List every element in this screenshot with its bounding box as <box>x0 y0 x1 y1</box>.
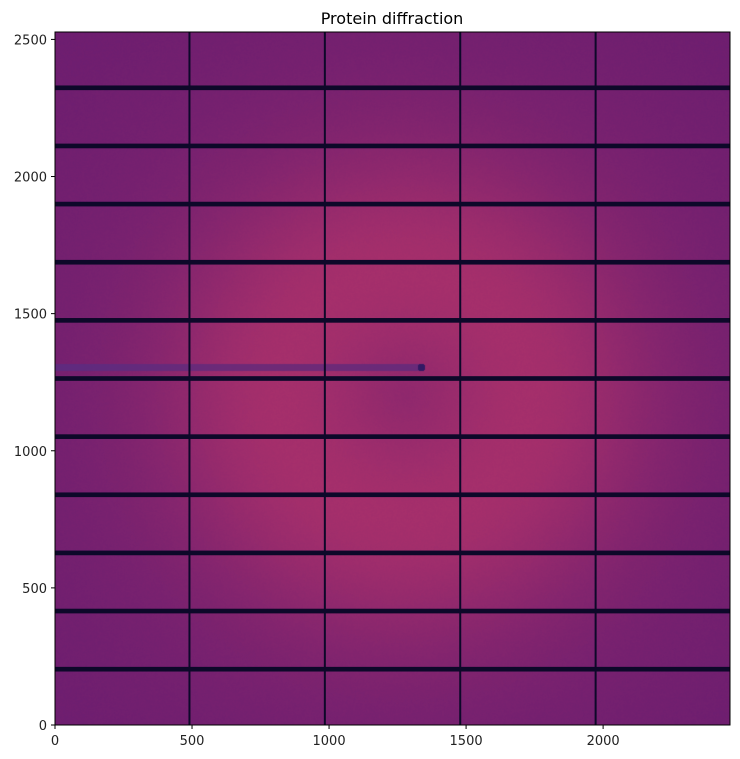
y-tick-label: 2500 <box>14 33 47 48</box>
x-tick-label: 1500 <box>450 734 483 749</box>
horizontal-module-gap <box>55 376 730 381</box>
x-tick-label: 500 <box>180 734 205 749</box>
y-tick-label: 500 <box>22 582 47 597</box>
horizontal-module-gap <box>55 492 730 497</box>
horizontal-module-gap <box>55 202 730 207</box>
x-tick-label: 1000 <box>313 734 346 749</box>
y-tick-label: 2000 <box>14 171 47 186</box>
y-tick-label: 0 <box>39 719 47 734</box>
horizontal-module-gap <box>55 318 730 323</box>
horizontal-module-gap <box>55 667 730 672</box>
detector-gaps <box>55 32 730 725</box>
y-axis: 0 500 1000 1500 2000 2500 <box>14 33 55 734</box>
horizontal-module-gap <box>55 260 730 265</box>
horizontal-module-gap <box>55 609 730 614</box>
x-tick-label: 2000 <box>587 734 620 749</box>
horizontal-module-gap <box>55 85 730 90</box>
x-axis: 0 500 1000 1500 2000 <box>51 725 620 749</box>
x-tick-label: 0 <box>51 734 59 749</box>
y-tick-label: 1000 <box>14 445 47 460</box>
horizontal-module-gap <box>55 434 730 439</box>
horizontal-module-gap <box>55 144 730 149</box>
chart-title: Protein diffraction <box>321 9 464 28</box>
horizontal-module-gap <box>55 551 730 556</box>
y-tick-label: 1500 <box>14 308 47 323</box>
